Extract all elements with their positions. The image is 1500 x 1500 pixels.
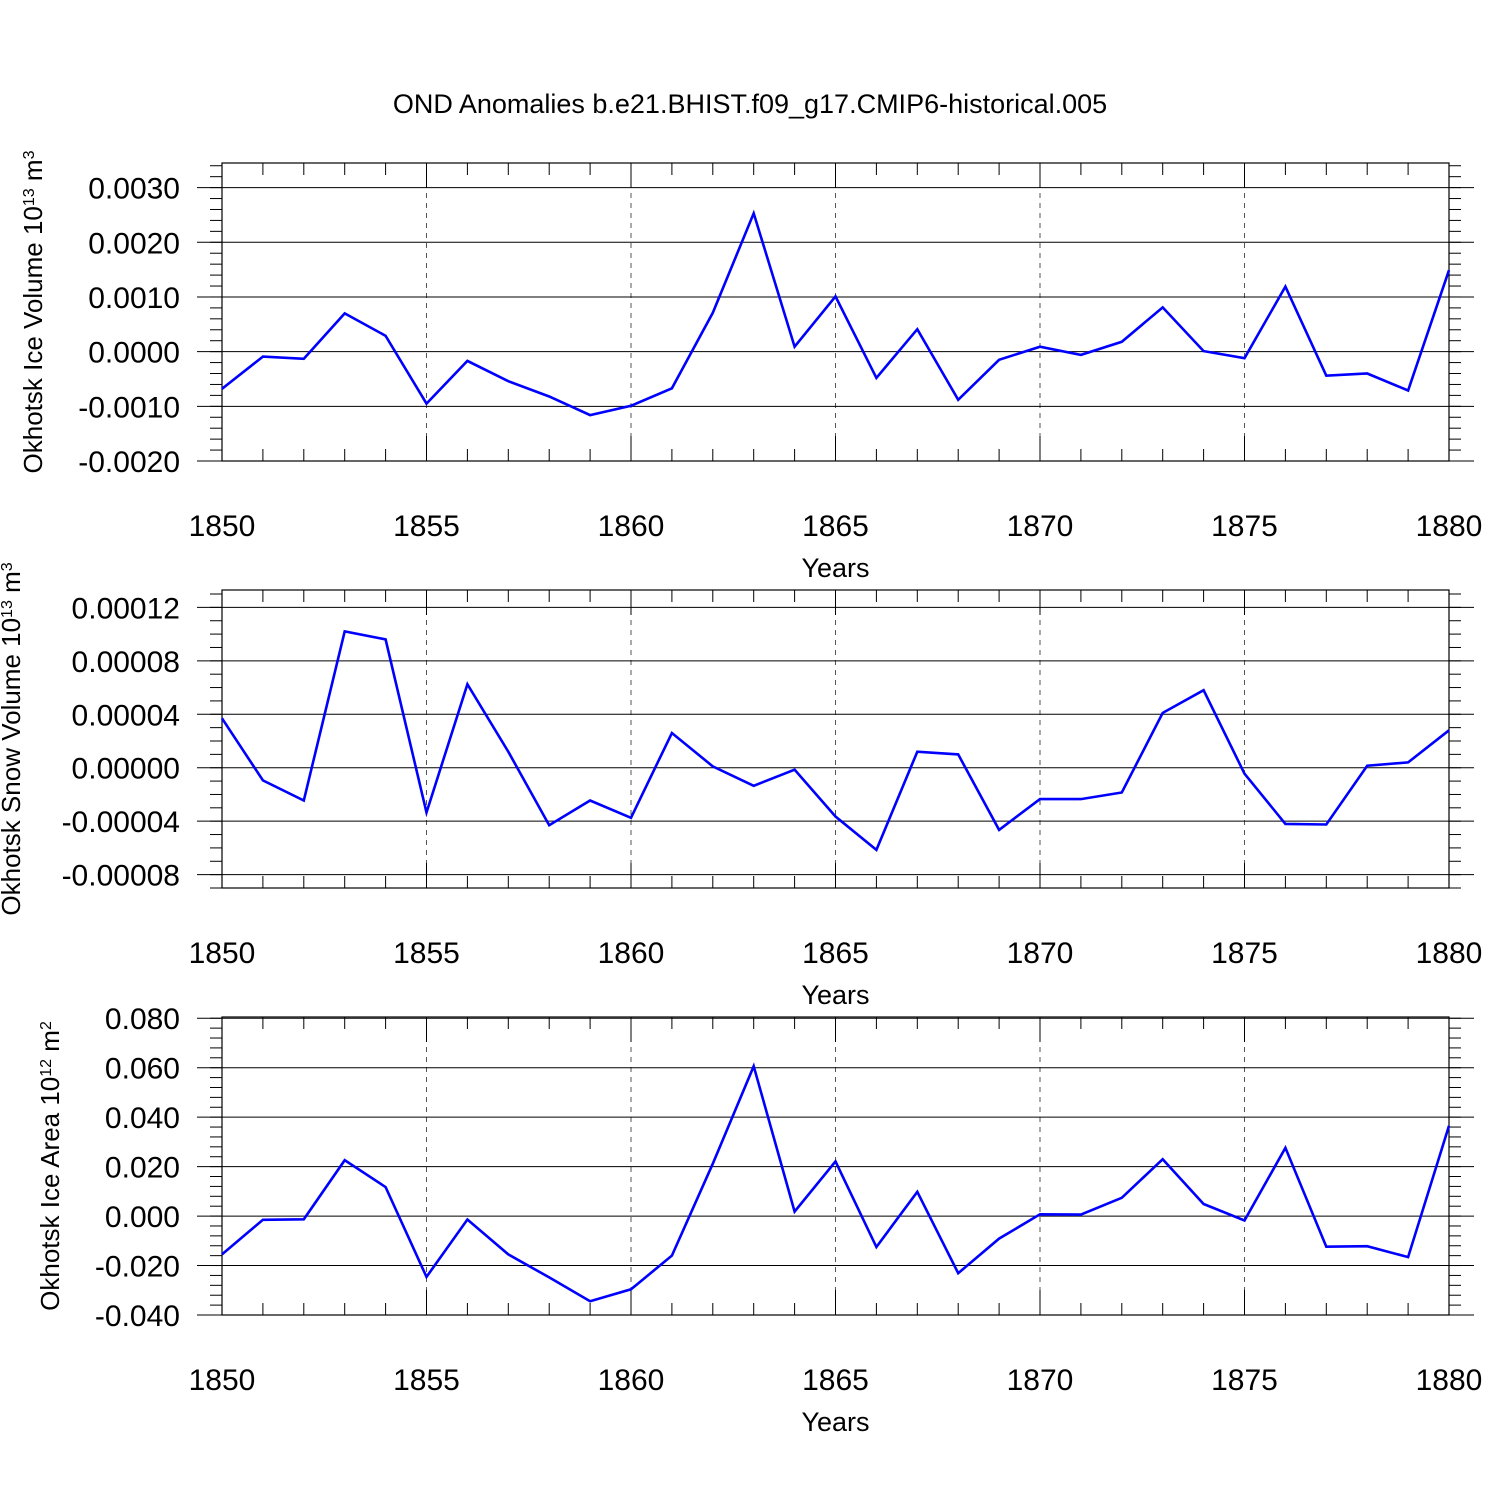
panel-3: -0.040 -0.020 0.000 0.020 0.040 0.060 0.080 185… (35, 1003, 1482, 1437)
y-tick-label: -0.0010 (78, 391, 180, 424)
x-tick-label: 1855 (393, 937, 460, 970)
y-tick-label: 0.00004 (72, 699, 180, 732)
y-axis-label-text: Okhotsk Ice Area 10 (35, 1077, 65, 1311)
x-tick-label: 1865 (802, 937, 869, 970)
y-tick-label: -0.00004 (62, 806, 180, 839)
y-tick-label: 0.00008 (72, 646, 180, 679)
x-tick-label: 1855 (393, 510, 460, 543)
y-tick-label: 0.000 (105, 1201, 180, 1234)
y-tick-label: 0.0030 (88, 173, 180, 206)
y-axis-label-unit-exponent: 3 (21, 150, 38, 159)
y-tick-label: 0.00012 (72, 592, 180, 625)
y-axis-label-text: Okhotsk Snow Volume 10 (0, 618, 26, 916)
x-tick-label: 1850 (189, 510, 256, 543)
y-axis-label: Okhotsk Ice Area 1012 m2 (35, 1021, 65, 1311)
y-axis-label-exponent: 12 (38, 1059, 55, 1077)
y-axis-label-exponent: 13 (0, 600, 16, 618)
x-tick-label: 1850 (189, 1364, 256, 1397)
y-axis-label-unit-exponent: 2 (38, 1021, 55, 1030)
y-tick-label: 0.0020 (88, 227, 180, 260)
plot-frame (221, 162, 1450, 462)
series-line (220, 629, 1450, 853)
x-tick-label: 1880 (1416, 510, 1483, 543)
x-tick-label: 1870 (1007, 1364, 1074, 1397)
x-tick-label: 1860 (598, 510, 665, 543)
x-tick-label: 1875 (1211, 1364, 1278, 1397)
x-tick-label: 1880 (1416, 937, 1483, 970)
x-tick-label: 1855 (393, 1364, 460, 1397)
x-tick-label: 1870 (1007, 510, 1074, 543)
x-tick-label: 1865 (802, 1364, 869, 1397)
x-axis-label: Years (801, 553, 869, 583)
y-tick-label: 0.0010 (88, 282, 180, 315)
x-tick-label: 1850 (189, 937, 256, 970)
x-tick-label: 1875 (1211, 510, 1278, 543)
y-tick-label: 0.020 (105, 1152, 180, 1185)
panel-2: -0.00008 -0.00004 0.00000 0.00004 0.00008 0.0… (0, 562, 1482, 1010)
series-line (221, 209, 1451, 417)
x-tick-label: 1860 (598, 937, 665, 970)
y-axis-label-unit: m (35, 1030, 65, 1059)
x-tick-label: 1870 (1007, 937, 1074, 970)
y-tick-label: -0.0020 (78, 446, 180, 479)
y-tick-label: 0.040 (105, 1102, 180, 1135)
x-tick-label: 1865 (802, 510, 869, 543)
y-axis-label-exponent: 13 (21, 188, 38, 206)
y-tick-label: -0.040 (95, 1300, 180, 1333)
y-axis-label: Okhotsk Ice Volume 1013 m3 (18, 150, 48, 473)
y-tick-label: 0.080 (105, 1003, 180, 1036)
panel-1: -0.0020 -0.0010 0.0000 0.0010 0.0020 0.0030 18… (18, 150, 1482, 583)
x-axis-label: Years (801, 1407, 869, 1437)
series-line (221, 1062, 1451, 1303)
x-axis-label: Years (801, 980, 869, 1010)
y-tick-label: 0.00000 (72, 753, 180, 786)
y-tick-label: -0.00008 (62, 860, 180, 893)
x-tick-label: 1880 (1416, 1364, 1483, 1397)
y-axis-label-unit: m (0, 571, 26, 600)
y-axis-label: Okhotsk Snow Volume 1013 m3 (0, 562, 26, 915)
y-axis-label-unit: m (18, 159, 48, 188)
y-axis-label-text: Okhotsk Ice Volume 10 (18, 206, 48, 473)
panels: -0.0020 -0.0010 0.0000 0.0010 0.0020 0.0030 18… (0, 150, 1482, 1437)
x-tick-label: 1860 (598, 1364, 665, 1397)
y-tick-label: 0.060 (105, 1053, 180, 1086)
figure-title: OND Anomalies b.e21.BHIST.f09_g17.CMIP6-… (393, 89, 1107, 119)
plot-frame (221, 1016, 1450, 1316)
y-tick-label: 0.0000 (88, 337, 180, 370)
y-axis-label-unit-exponent: 3 (0, 562, 16, 571)
x-tick-label: 1875 (1211, 937, 1278, 970)
plot-frame (221, 589, 1450, 889)
y-tick-label: -0.020 (95, 1251, 180, 1284)
